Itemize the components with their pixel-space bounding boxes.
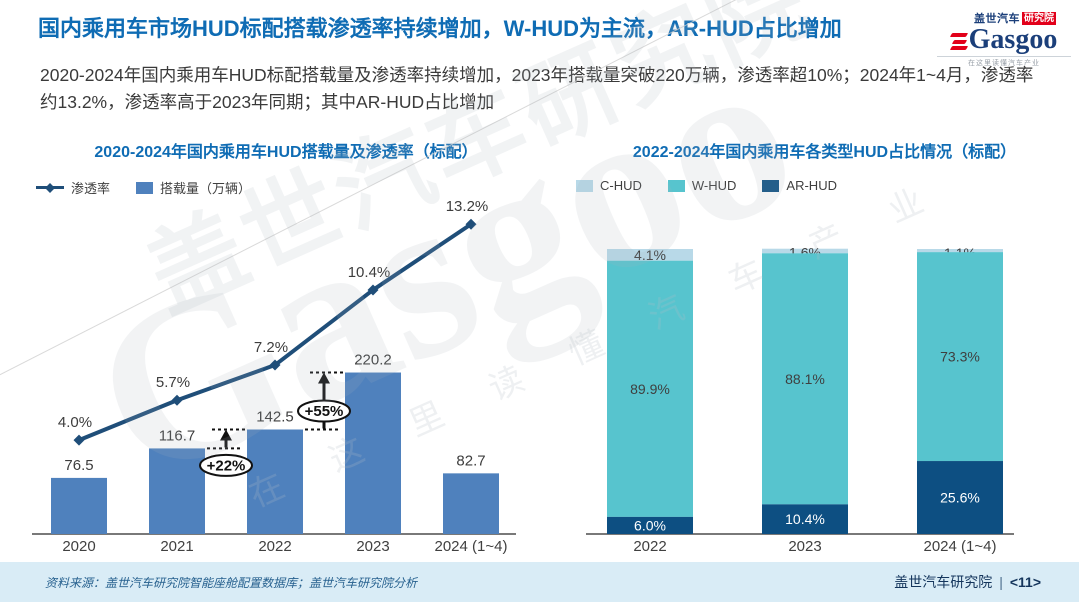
hud-type-share-chart: 4.1%89.9%6.0%20221.6%88.1%10.4%20231.1%7…: [586, 245, 1014, 555]
footer-divider: |: [999, 574, 1003, 590]
segment-label: 73.3%: [940, 349, 980, 365]
volume-bar: [51, 477, 107, 534]
line-point-label: 5.7%: [156, 374, 190, 391]
line-point-label: 13.2%: [446, 198, 489, 215]
segment-label: 89.9%: [630, 381, 670, 397]
segment-label: 4.1%: [634, 247, 666, 263]
x-tick-label: 2024 (1~4): [924, 538, 997, 555]
line-point-label: 4.0%: [58, 414, 92, 431]
volume-bar: [345, 372, 401, 534]
bar-value-label: 76.5: [64, 457, 93, 474]
right-chart-panel: 2022-2024年国内乘用车各类型HUD占比情况（标配） C-HUD W-HUD…: [572, 138, 1077, 578]
x-tick-label: 2020: [62, 538, 95, 555]
volume-bar: [149, 448, 205, 534]
source-note: 资料来源：盖世汽车研究院智能座舱配置数据库；盖世汽车研究院分析: [45, 575, 418, 590]
footer-brand: 盖世汽车研究院: [894, 574, 993, 590]
stack-segment-ar-hud: [607, 516, 693, 534]
x-tick-label: 2024 (1~4): [435, 538, 508, 555]
left-chart-title: 2020-2024年国内乘用车HUD搭载量及渗透率（标配）: [94, 144, 478, 161]
x-tick-label: 2022: [633, 538, 666, 555]
hud-volume-penetration-chart: 76.5 2020 116.7 2021 142.5 2022 220.2 2023 82.7 2…: [32, 198, 516, 555]
stack-segment-ar-hud: [917, 461, 1003, 534]
logo-brand-en-text: Gasgoo: [968, 24, 1058, 55]
bar-value-label: 220.2: [354, 352, 392, 369]
stack-segment-ar-hud: [762, 504, 848, 534]
line-marker: [73, 434, 85, 446]
growth-label: +22%: [207, 457, 246, 474]
logo-tagline: 在这里读懂汽车产业: [937, 56, 1071, 68]
segment-label: 25.6%: [940, 490, 980, 506]
right-chart-title: 2022-2024年国内乘用车各类型HUD占比情况（标配）: [632, 144, 1017, 161]
growth-arrow-head: [220, 429, 232, 441]
bar-value-label: 142.5: [256, 409, 294, 426]
segment-label: 88.1%: [785, 371, 825, 387]
footer-page-number: <11>: [1009, 574, 1041, 590]
slide-title: 国内乘用车市场HUD标配搭载渗透率持续增加，W-HUD为主流，AR-HUD占比增…: [38, 16, 842, 41]
gasgoo-logo: 盖世汽车 研究院 Gasgoo 在这里读懂汽车产业: [937, 10, 1071, 68]
logo-wordmark: Gasgoo: [937, 26, 1071, 54]
growth-ellipse: [199, 453, 253, 477]
bar-value-label: 116.7: [159, 427, 195, 444]
volume-bar: [247, 429, 303, 534]
growth-arrow-head: [318, 372, 330, 384]
growth-label: +55%: [305, 403, 344, 420]
line-point-label: 10.4%: [348, 264, 391, 281]
bar-value-label: 82.7: [456, 452, 485, 469]
footer-bar: 资料来源：盖世汽车研究院智能座舱配置数据库；盖世汽车研究院分析 盖世汽车研究院 …: [0, 562, 1079, 602]
slide-subtitle: 2020-2024年国内乘用车HUD标配搭载量及渗透率持续增加，2023年搭载量…: [40, 65, 1034, 113]
left-chart-panel: 2020-2024年国内乘用车HUD搭载量及渗透率（标配） 渗透率 搭载量（万辆）…: [32, 138, 540, 578]
x-tick-label: 2021: [160, 538, 193, 555]
x-tick-label: 2023: [356, 538, 389, 555]
footer-brand-page: 盖世汽车研究院 | <11>: [894, 572, 1041, 592]
line-point-label: 7.2%: [254, 339, 288, 356]
segment-label: 6.0%: [634, 517, 666, 533]
line-marker: [171, 394, 183, 406]
x-tick-label: 2023: [788, 538, 821, 555]
growth-annotation: +22%: [199, 428, 253, 477]
x-tick-label: 2022: [258, 538, 291, 555]
gasgoo-swoosh-icon: [949, 33, 968, 50]
logo-brand-cn-badge: 研究院: [1022, 11, 1056, 25]
growth-annotation: +55%: [297, 371, 351, 431]
segment-label: 10.4%: [785, 511, 825, 527]
volume-bar: [443, 473, 499, 534]
